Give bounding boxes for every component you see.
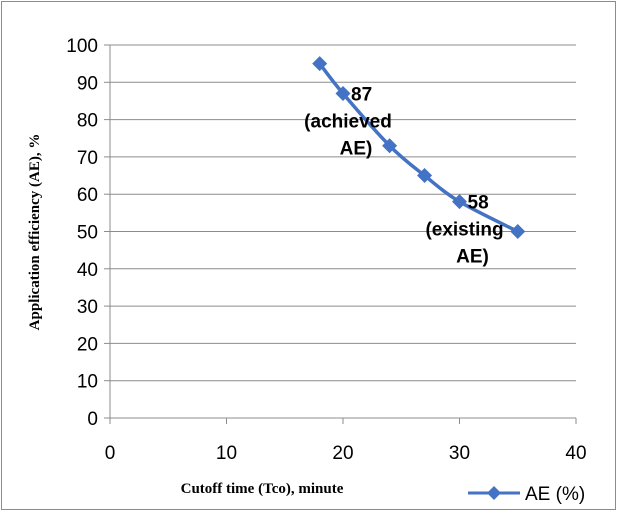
y-tick-label-0: 0 xyxy=(87,409,98,430)
data-point-marker-3 xyxy=(417,168,433,184)
x-tick-label-30: 30 xyxy=(449,443,470,464)
legend: AE (%) xyxy=(468,484,585,505)
y-tick-label-20: 20 xyxy=(77,334,98,355)
y-tick-label-30: 30 xyxy=(77,297,98,318)
x-tick-label-20: 20 xyxy=(332,443,353,464)
x-tick-label-0: 0 xyxy=(105,443,116,464)
x-axis-title: Cutoff time (Tco), minute xyxy=(181,481,344,497)
annotation-0: 87 (achieved AE) xyxy=(304,84,392,159)
annotation-0-line-0: 87 xyxy=(351,84,372,105)
data-point-marker-5 xyxy=(510,224,526,239)
data-point-marker-2 xyxy=(382,138,398,154)
annotation-1-line-0: 58 xyxy=(468,193,489,214)
y-axis-title: Application efficiency (AE), % xyxy=(27,134,43,331)
y-tick-label-70: 70 xyxy=(77,148,98,169)
data-point-marker-0 xyxy=(312,56,328,72)
y-tick-label-50: 50 xyxy=(77,223,98,244)
x-tick-label-10: 10 xyxy=(216,443,237,464)
x-tick-label-40: 40 xyxy=(565,443,586,464)
annotation-1-line-1: (existing xyxy=(425,220,503,241)
y-tick-label-60: 60 xyxy=(77,185,98,206)
y-tick-label-90: 90 xyxy=(77,73,98,94)
y-tick-label-10: 10 xyxy=(77,372,98,393)
annotation-0-line-2: AE) xyxy=(340,138,373,159)
annotation-1: 58 (existing AE) xyxy=(425,193,503,268)
legend-label: AE (%) xyxy=(525,484,585,505)
y-tick-label-40: 40 xyxy=(77,260,98,281)
data-point-marker-1 xyxy=(335,85,351,101)
legend-diamond-marker xyxy=(487,486,501,500)
y-tick-label-80: 80 xyxy=(77,111,98,132)
annotation-1-line-2: AE) xyxy=(456,247,489,268)
data-point-marker-4 xyxy=(452,194,467,210)
y-tick-label-100: 100 xyxy=(66,36,98,57)
annotation-0-line-1: (achieved xyxy=(304,111,392,132)
